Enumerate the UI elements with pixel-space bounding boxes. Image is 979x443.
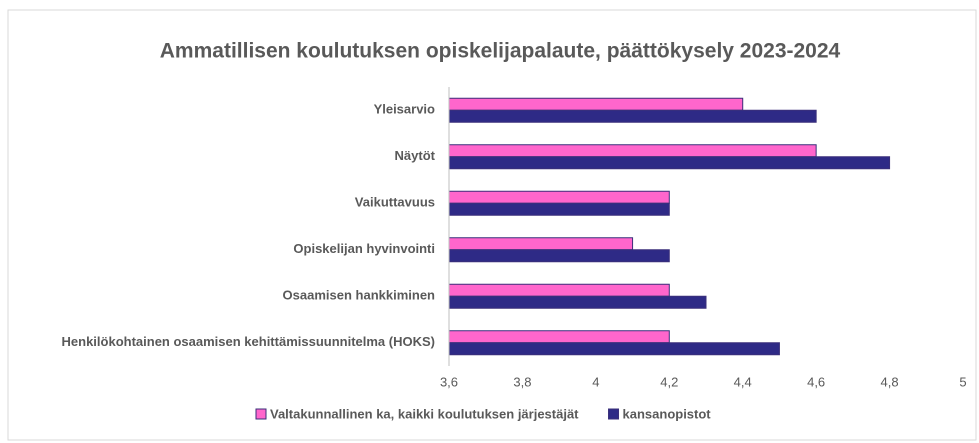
legend-label: kansanopistot — [623, 406, 712, 421]
legend-swatch — [608, 408, 620, 420]
bar — [448, 97, 744, 111]
bar — [448, 202, 670, 216]
bar — [448, 283, 670, 297]
bar — [448, 156, 891, 170]
bar — [448, 342, 780, 356]
bar — [448, 295, 707, 309]
y-tick-label: Näytöt — [395, 148, 436, 163]
bar — [448, 109, 817, 123]
bar — [448, 144, 817, 158]
y-tick-label: Vaikuttavuus — [355, 195, 435, 210]
chart-frame — [7, 9, 977, 441]
x-tick-label: 3,6 — [440, 374, 458, 389]
bar — [448, 330, 670, 344]
y-tick-label: Yleisarvio — [374, 102, 435, 117]
x-tick-label: 4,6 — [807, 374, 825, 389]
x-tick-label: 5 — [959, 374, 966, 389]
x-tick-label: 4,8 — [881, 374, 899, 389]
x-tick-label: 4,2 — [660, 374, 678, 389]
y-tick-label: Osaamisen hankkiminen — [283, 288, 436, 303]
x-tick-label: 4 — [592, 374, 599, 389]
bar — [448, 249, 670, 263]
y-tick-label: Henkilökohtainen osaamisen kehittämissuu… — [62, 334, 435, 349]
legend-label: Valtakunnallinen ka, kaikki koulutuksen … — [270, 406, 579, 421]
y-tick-label: Opiskelijan hyvinvointi — [293, 241, 435, 256]
bar — [448, 190, 670, 204]
bar — [448, 237, 634, 251]
x-tick-label: 3,8 — [513, 374, 531, 389]
legend-swatch — [255, 408, 267, 420]
chart-title: Ammatillisen koulutuksen opiskelijapalau… — [160, 40, 841, 63]
x-tick-label: 4,4 — [734, 374, 752, 389]
